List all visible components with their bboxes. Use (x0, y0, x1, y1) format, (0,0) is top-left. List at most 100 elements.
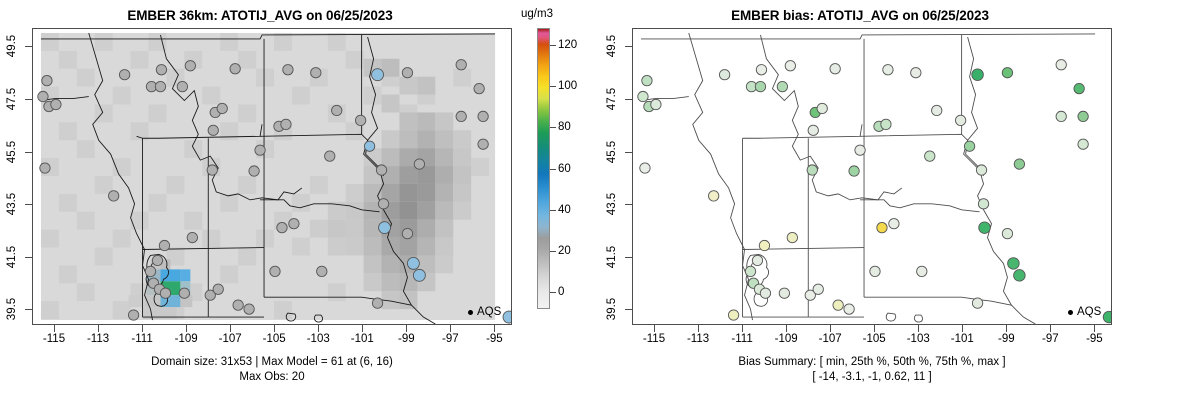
y-tick-label: 47.5 (6, 87, 18, 111)
y-tick (625, 98, 632, 100)
x-tick (1094, 325, 1096, 332)
y-tick-label: 41.5 (6, 245, 18, 268)
y-tick (625, 46, 632, 48)
x-tick (98, 325, 100, 332)
y-tick-label: 47.5 (606, 87, 618, 111)
y-tick (25, 98, 32, 100)
panel-model: EMBER 36km: ATOTIJ_AVG on 06/25/2023 (0, 8, 578, 385)
x-tick-label: -105 (262, 333, 286, 345)
bias-site-markers (637, 59, 1111, 324)
x-tick-label: -115 (642, 333, 666, 345)
colorbar-tick-label: 80 (558, 121, 571, 134)
colorbar-tick-label: 40 (558, 203, 571, 216)
x-tick-label: -103 (906, 333, 930, 345)
x-tick-label: -101 (350, 333, 374, 345)
x-tick-label: -109 (174, 333, 198, 345)
y-tick-label: 41.5 (606, 245, 618, 268)
x-tick (698, 325, 700, 332)
colorbar-tick-label: 120 (558, 38, 578, 51)
x-tick (742, 325, 744, 332)
bias-y-ticks (624, 28, 632, 325)
x-tick (654, 325, 656, 332)
x-tick-label: -99 (397, 333, 415, 345)
x-tick-label: -95 (486, 333, 503, 345)
y-tick-label: 49.5 (6, 35, 18, 58)
aqs-marker-dot (1068, 309, 1073, 315)
model-caption-line1: Domain size: 31x53 | Max Model = 61 at (… (151, 356, 393, 368)
model-y-ticks (24, 28, 32, 325)
colorbar-tick (550, 168, 556, 170)
x-tick (274, 325, 276, 332)
model-site-markers (37, 59, 511, 324)
x-tick-label: -111 (731, 333, 753, 345)
panel-bias: EMBER bias: ATOTIJ_AVG on 06/25/2023 (600, 0, 1200, 409)
colorbar-tick (550, 251, 556, 253)
model-colorbar-ticks (550, 28, 557, 309)
y-tick-label: 49.5 (606, 35, 618, 58)
y-tick (25, 204, 32, 206)
y-tick (625, 256, 632, 258)
model-x-ticks (32, 325, 512, 333)
x-tick (54, 325, 56, 332)
colorbar-tick-label: 60 (558, 162, 571, 175)
x-tick (318, 325, 320, 332)
bias-map-frame (632, 28, 1112, 325)
x-tick-label: -113 (686, 333, 710, 345)
bias-map-canvas (633, 29, 1111, 324)
x-tick (1050, 325, 1052, 332)
model-colorbar-unit: ug/m3 (521, 8, 553, 20)
y-tick (25, 151, 32, 153)
model-x-labels: -115 -113 -111 -109 -107 -105 -103 -101 -99 -97 -9… (32, 333, 512, 349)
y-tick-label: 39.5 (606, 298, 618, 321)
x-tick (874, 325, 876, 332)
model-y-labels: 49.5 47.5 45.5 43.5 41.5 39.5 (0, 28, 24, 325)
x-tick (1006, 325, 1008, 332)
bias-x-labels: -115 -113 -111 -109 -107 -105 -103 -101 -99 -97 -9… (632, 333, 1112, 349)
x-tick-label: -107 (818, 333, 842, 345)
x-tick (962, 325, 964, 332)
x-tick (450, 325, 452, 332)
panel-model-title: EMBER 36km: ATOTIJ_AVG on 06/25/2023 (127, 8, 393, 23)
x-tick-label: -97 (1042, 333, 1059, 345)
x-tick (142, 325, 144, 332)
y-tick (25, 46, 32, 48)
aqs-legend-label: AQS (1077, 306, 1102, 318)
model-map-canvas (33, 29, 511, 324)
y-tick (625, 151, 632, 153)
x-tick (830, 325, 832, 332)
x-tick (918, 325, 920, 332)
colorbar-tick (550, 292, 556, 294)
model-caption-line2: Max Obs: 20 (239, 371, 305, 383)
y-tick (25, 309, 32, 311)
x-tick-label: -115 (42, 333, 66, 345)
x-tick (362, 325, 364, 332)
model-map-frame (32, 28, 512, 325)
colorbar-tick-label: 20 (558, 245, 571, 258)
y-tick (25, 256, 32, 258)
x-tick (186, 325, 188, 332)
y-tick-label: 45.5 (606, 140, 618, 163)
y-tick-label: 43.5 (6, 192, 18, 216)
y-tick-label: 45.5 (6, 140, 18, 163)
model-colorbar-gradient (537, 28, 550, 309)
x-tick-label: -99 (997, 333, 1015, 345)
model-plume (291, 58, 472, 310)
bias-caption-line1: Bias Summary: [ min, 25th %, 50th %, 75t… (738, 356, 1006, 368)
bias-caption-line2: [ -14, -3.1, -1, 0.62, 11 ] (812, 371, 932, 383)
y-tick (625, 309, 632, 311)
x-tick-label: -105 (862, 333, 886, 345)
y-tick-label: 43.5 (606, 192, 618, 216)
x-tick-label: -113 (86, 333, 110, 345)
x-tick-label: -97 (442, 333, 459, 345)
colorbar-tick-label: 100 (558, 79, 578, 92)
colorbar-tick (550, 85, 556, 87)
x-tick-label: -107 (218, 333, 242, 345)
colorbar-tick (550, 209, 556, 211)
aqs-legend-bias: AQS (1068, 306, 1101, 318)
aqs-legend-label: AQS (477, 306, 502, 318)
model-caption: Domain size: 31x53 | Max Model = 61 at (… (32, 355, 512, 385)
colorbar-tick (550, 44, 556, 46)
x-tick-label: -101 (950, 333, 974, 345)
aqs-legend-model: AQS (468, 306, 501, 318)
